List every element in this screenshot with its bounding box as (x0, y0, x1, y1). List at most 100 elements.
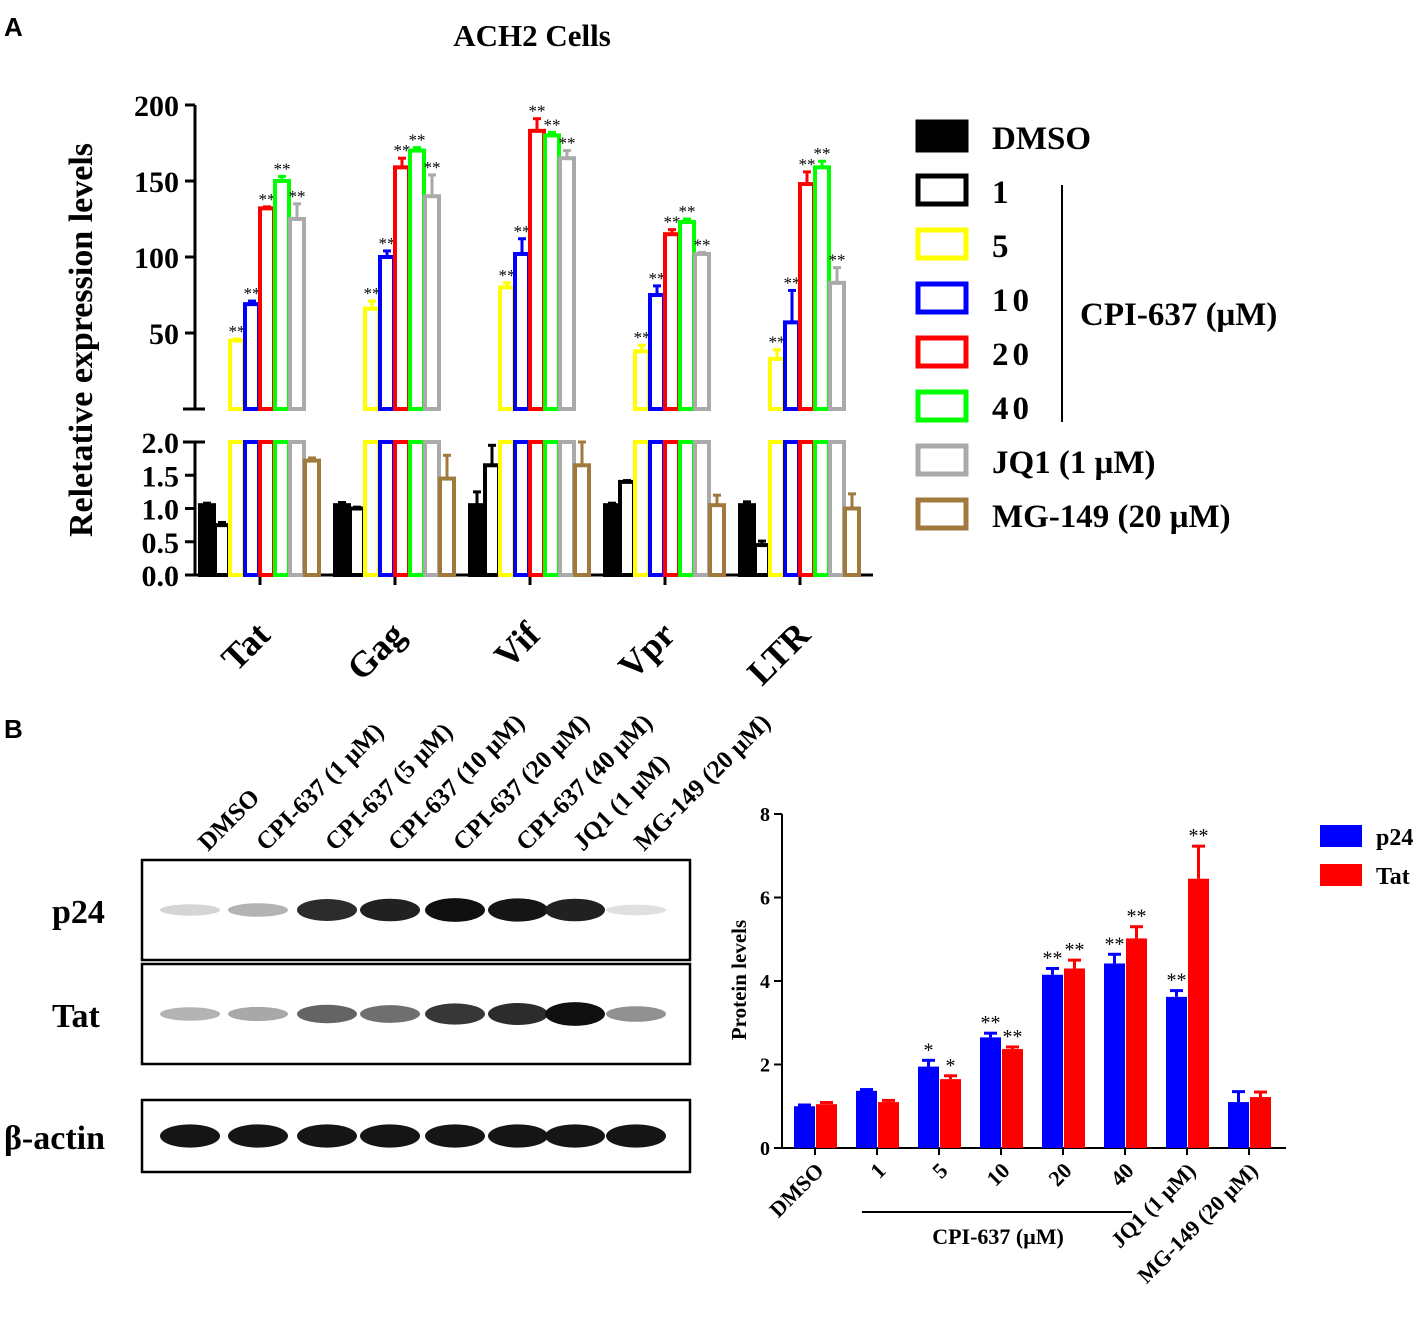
bar-10-Gag-lower (378, 440, 396, 577)
bar-JQ1 (1 μM)-LTR (828, 280, 846, 411)
legend-swatch-7 (915, 443, 969, 477)
significance-mark: ** (981, 1012, 1001, 1034)
chart-a-legend-group-label: CPI-637 (μM) (1080, 297, 1277, 333)
significance-mark: ** (634, 328, 651, 347)
blot-band (425, 1124, 485, 1148)
legend-swatch-6 (915, 389, 969, 423)
bar-Tat-DMSO (816, 1104, 837, 1148)
significance-mark: ** (679, 202, 696, 221)
chart-a-title: ACH2 Cells (453, 18, 611, 53)
blot-band (160, 1007, 220, 1021)
bar-5-Gag (363, 306, 381, 411)
blot-band (545, 1124, 605, 1148)
blot-band (297, 1124, 357, 1148)
y-tick-label: 6 (760, 888, 770, 910)
blot-band (488, 1124, 548, 1148)
significance-mark: ** (499, 266, 516, 285)
bar-10-Tat-lower (243, 440, 261, 577)
legend-label-7: JQ1 (1 μM) (992, 445, 1156, 481)
x-tick-label: DMSO (764, 1158, 828, 1222)
bar-p24-40 (1104, 963, 1125, 1148)
panel-label-a: A (4, 12, 23, 42)
lane-label: DMSO (193, 784, 265, 856)
bar-20-Vif-lower (528, 440, 546, 577)
bar-JQ1 (1 μM)-LTR-lower (828, 440, 846, 577)
chart-b-bars: ******** ** ******** (794, 825, 1271, 1148)
chart-b-ylabel: Protein levels (727, 920, 751, 1040)
legend-label-8: MG-149 (20 μM) (992, 499, 1231, 535)
blot-band (360, 898, 420, 922)
bar-Tat-1 (878, 1102, 899, 1148)
blot-band (297, 899, 357, 921)
bar-40-Vpr-lower (678, 440, 696, 577)
bar-10-Vif-lower (513, 440, 531, 577)
significance-mark: ** (1167, 970, 1187, 992)
significance-mark: ** (814, 144, 831, 163)
bar-40-Vif-lower (543, 440, 561, 577)
blot-band (606, 1124, 666, 1148)
bar-1-Vpr (618, 479, 636, 577)
bar-20-Gag (393, 165, 411, 411)
y-tick-label: 0 (760, 1138, 770, 1160)
bar-DMSO-LTR (738, 503, 756, 577)
significance-mark: ** (1105, 933, 1125, 955)
blot-band (160, 1124, 220, 1148)
significance-mark: ** (769, 333, 786, 352)
blot-band (425, 1003, 485, 1025)
bar-Tat-JQ1 (1 μM) (1188, 878, 1209, 1148)
significance-mark: ** (409, 131, 426, 150)
bar-10-Gag (378, 255, 396, 411)
significance-mark: ** (289, 187, 306, 206)
blot-band (545, 1002, 605, 1026)
bar-JQ1 (1 μM)-Vpr-lower (693, 440, 711, 577)
y-tick-label-lower: 0.0 (142, 560, 180, 593)
x-tick-label: 40 (1105, 1158, 1138, 1191)
x-tick-label: Gag (339, 614, 413, 688)
bar-10-LTR (783, 320, 801, 411)
bar-MG-149 (20 μM)-LTR (843, 506, 861, 577)
blot-row-label: Tat (52, 998, 101, 1035)
panel-label-b: B (4, 714, 23, 744)
significance-mark: ** (364, 284, 381, 303)
bar-p24-10 (980, 1037, 1001, 1148)
significance-mark: ** (544, 115, 561, 134)
significance-mark: ** (559, 134, 576, 153)
blot-row-label: β-actin (4, 1120, 105, 1157)
y-tick-label-lower: 1.5 (142, 460, 180, 493)
bar-5-Vif-lower (498, 440, 516, 577)
bar-20-Tat (258, 206, 276, 411)
significance-mark: ** (694, 235, 711, 254)
bar-5-Gag-lower (363, 440, 381, 577)
significance-mark: ** (1127, 906, 1147, 928)
bar-MG-149 (20 μM)-Vpr (708, 503, 726, 577)
bar-JQ1 (1 μM)-Tat-lower (288, 440, 306, 577)
significance-mark: ** (1189, 825, 1209, 847)
blot-band (488, 898, 548, 922)
bar-Tat-20 (1064, 968, 1085, 1148)
y-tick-label-lower: 1.0 (142, 494, 180, 527)
bar-5-Vpr-lower (633, 440, 651, 577)
chart-a: ACH2 Cells Reletative expression levels … (63, 18, 1277, 693)
significance-mark: ** (229, 322, 246, 341)
blot-band (228, 903, 288, 917)
y-tick-label-upper: 50 (149, 318, 179, 351)
bar-p24-DMSO (794, 1106, 815, 1148)
y-tick-label: 2 (760, 1055, 770, 1077)
chart-b-group-label: CPI-637 (μM) (932, 1224, 1064, 1249)
blot-band (488, 1003, 548, 1025)
bar-1-Vif (483, 463, 501, 577)
bar-5-Vif (498, 285, 516, 411)
bar-MG-149 (20 μM)-Gag (438, 476, 456, 578)
blot-band (545, 898, 605, 922)
legend-swatch-1 (915, 119, 969, 153)
blot-band (606, 1006, 666, 1022)
x-tick-label: 5 (927, 1158, 952, 1183)
legend-swatch-p24 (1320, 825, 1362, 847)
significance-mark: ** (259, 190, 276, 209)
bar-5-Tat-lower (228, 440, 246, 577)
legend-label-p24: p24 (1376, 825, 1413, 851)
legend-label-4: 10 (992, 283, 1033, 319)
bar-Tat-40 (1126, 938, 1147, 1148)
bar-20-Vpr (663, 232, 681, 411)
